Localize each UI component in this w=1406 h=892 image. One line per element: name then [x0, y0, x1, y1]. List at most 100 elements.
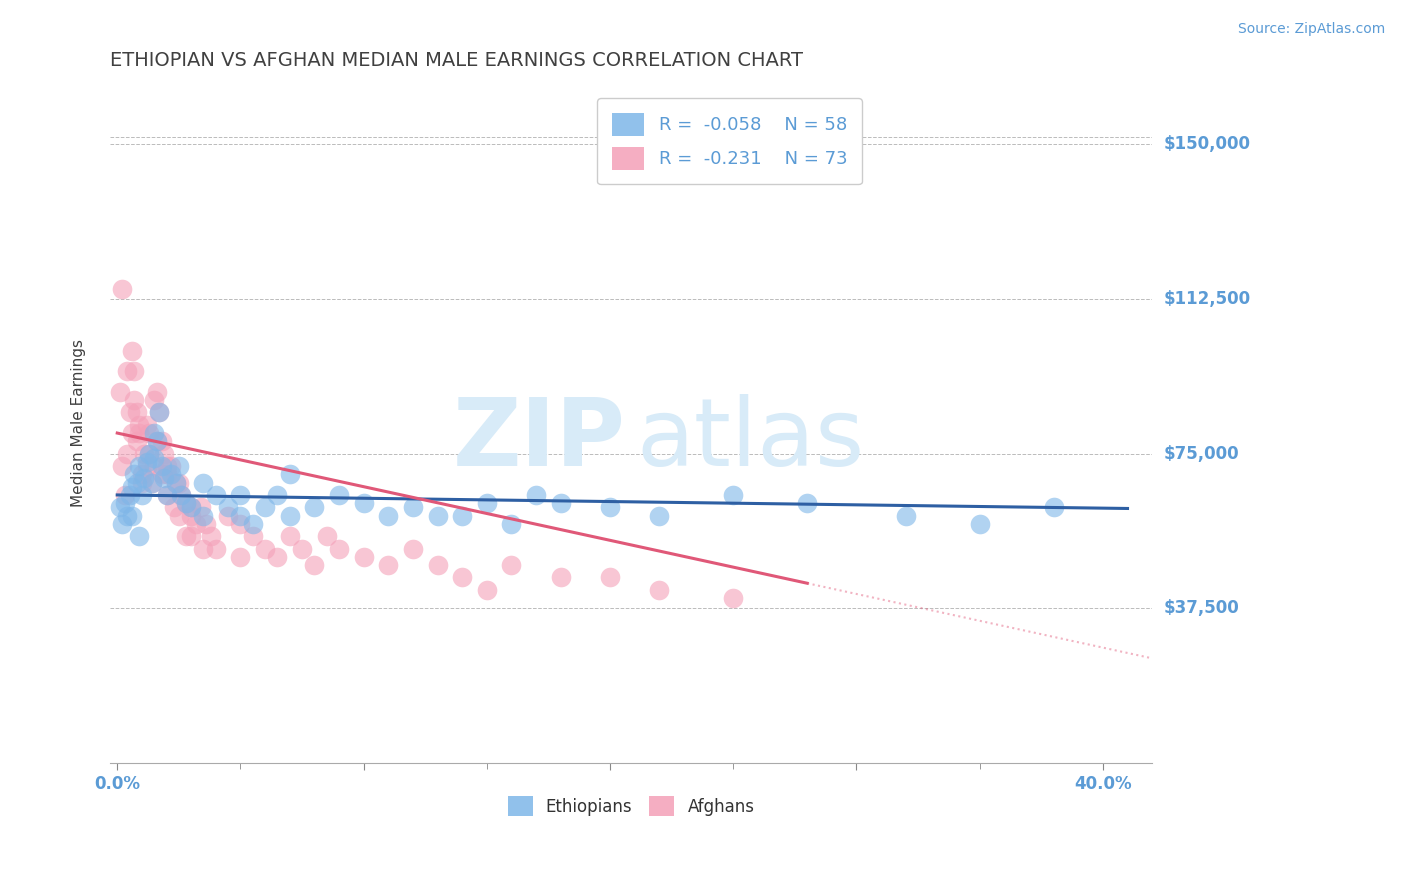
Point: [180, 500, 202, 515]
Point: [160, 458, 183, 473]
Point: [200, 529, 222, 543]
Point: [165, 475, 187, 490]
Text: $37,500: $37,500: [1163, 599, 1239, 617]
Point: [278, 508, 301, 523]
Point: [796, 496, 818, 510]
Point: [124, 364, 146, 378]
Point: [111, 282, 134, 296]
Point: [170, 488, 193, 502]
Point: [138, 447, 160, 461]
Point: [254, 541, 277, 556]
Point: [150, 467, 173, 482]
Point: [723, 488, 745, 502]
Point: [204, 541, 226, 556]
Point: [648, 508, 671, 523]
Point: [229, 516, 252, 531]
Point: [135, 417, 157, 432]
Point: [124, 467, 146, 482]
Point: [174, 529, 197, 543]
Point: [550, 496, 572, 510]
Point: [190, 500, 212, 515]
Point: [291, 541, 314, 556]
Point: [128, 417, 150, 432]
Point: [170, 488, 193, 502]
Point: [278, 467, 301, 482]
Point: [304, 500, 326, 515]
Point: [242, 516, 264, 531]
Point: [143, 458, 166, 473]
Point: [155, 488, 177, 502]
Point: [304, 558, 326, 573]
Point: [121, 508, 143, 523]
Point: [141, 475, 163, 490]
Point: [145, 384, 167, 399]
Text: atlas: atlas: [637, 393, 865, 486]
Point: [204, 488, 226, 502]
Point: [165, 475, 187, 490]
Point: [148, 405, 170, 419]
Point: [266, 488, 288, 502]
Point: [550, 570, 572, 584]
Point: [229, 549, 252, 564]
Point: [217, 500, 239, 515]
Point: [254, 500, 277, 515]
Point: [141, 475, 163, 490]
Point: [167, 458, 190, 473]
Point: [108, 384, 131, 399]
Point: [475, 582, 498, 597]
Point: [174, 496, 197, 510]
Point: [426, 508, 449, 523]
Point: [377, 508, 399, 523]
Point: [128, 529, 150, 543]
Point: [148, 405, 170, 419]
Point: [229, 488, 252, 502]
Point: [167, 508, 190, 523]
Point: [193, 475, 215, 490]
Point: [180, 500, 202, 515]
Point: [163, 500, 186, 515]
Text: $150,000: $150,000: [1163, 136, 1250, 153]
Point: [125, 434, 148, 449]
Point: [723, 591, 745, 606]
Point: [353, 496, 375, 510]
Point: [143, 450, 166, 465]
Point: [328, 488, 350, 502]
Point: [599, 500, 621, 515]
Point: [501, 516, 523, 531]
Point: [131, 475, 153, 490]
Point: [111, 458, 134, 473]
Point: [145, 434, 167, 449]
Text: $112,500: $112,500: [1163, 290, 1250, 308]
Point: [184, 516, 207, 531]
Point: [475, 496, 498, 510]
Point: [1042, 500, 1064, 515]
Point: [115, 508, 138, 523]
Point: [180, 508, 202, 523]
Point: [135, 458, 157, 473]
Point: [242, 529, 264, 543]
Point: [135, 455, 157, 469]
Point: [315, 529, 337, 543]
Point: [426, 558, 449, 573]
Point: [193, 508, 215, 523]
Point: [143, 392, 166, 407]
Point: [377, 558, 399, 573]
Point: [266, 549, 288, 564]
Point: [180, 529, 202, 543]
Point: [229, 508, 252, 523]
Point: [134, 471, 156, 485]
Point: [524, 488, 547, 502]
Point: [155, 467, 177, 482]
Point: [118, 488, 141, 502]
Point: [153, 447, 176, 461]
Point: [125, 405, 148, 419]
Point: [118, 405, 141, 419]
Point: [278, 529, 301, 543]
Point: [131, 488, 153, 502]
Point: [121, 343, 143, 358]
Point: [143, 425, 166, 440]
Point: [138, 447, 160, 461]
Point: [114, 496, 136, 510]
Point: [174, 496, 197, 510]
Point: [111, 516, 134, 531]
